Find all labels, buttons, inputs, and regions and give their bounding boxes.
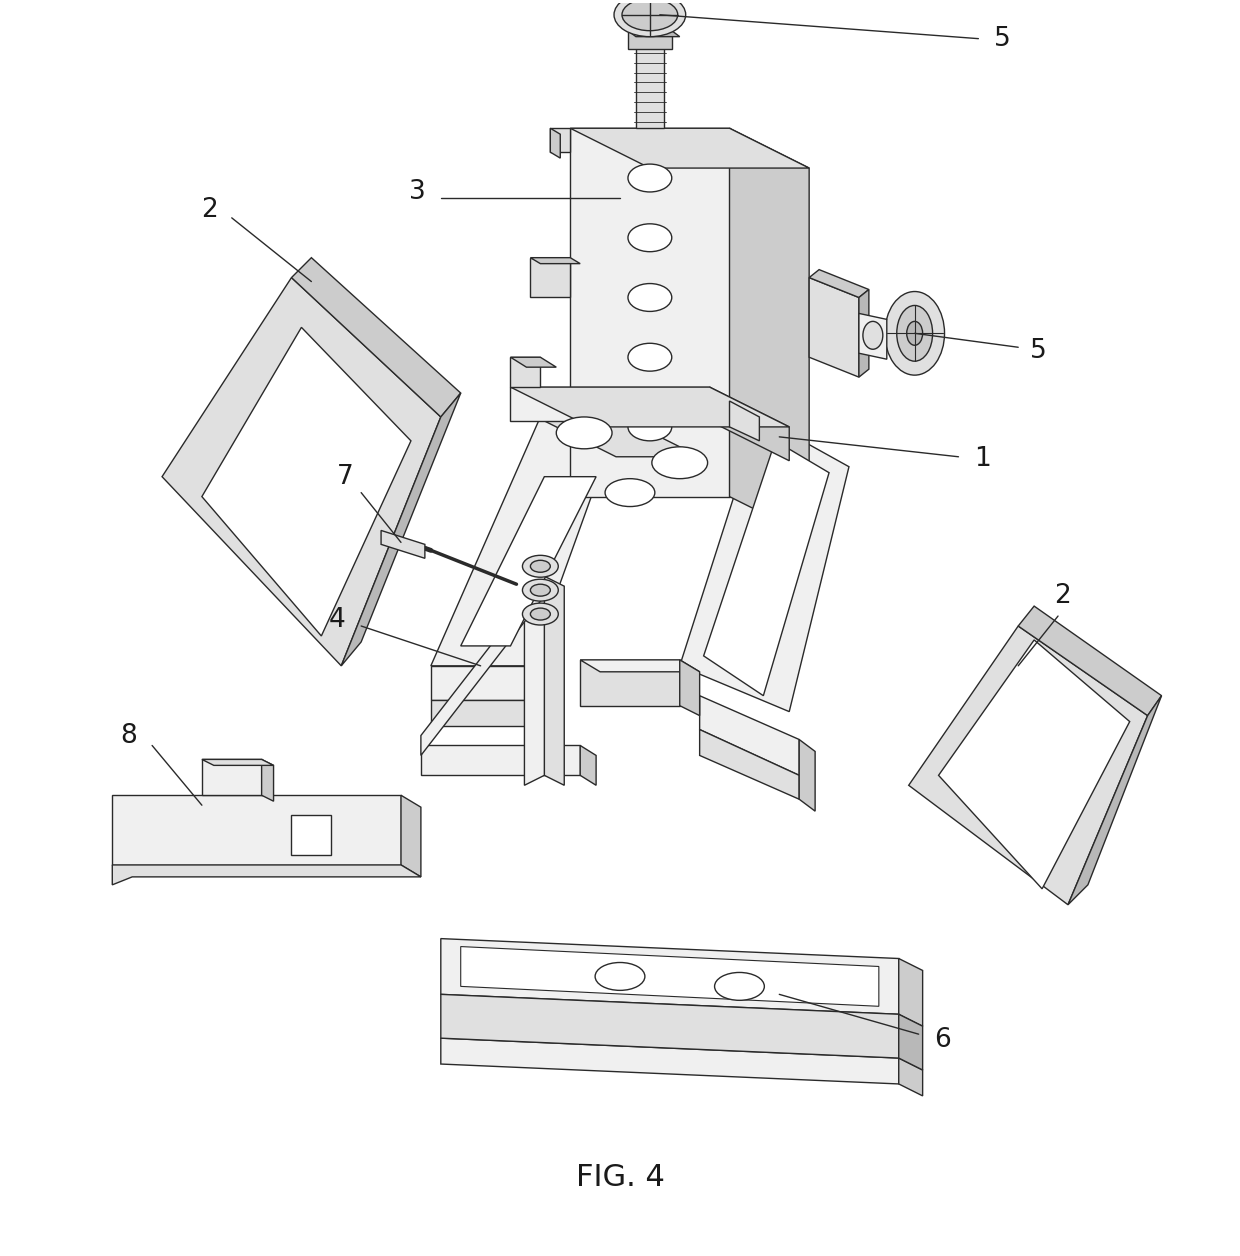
Polygon shape	[580, 746, 596, 785]
Polygon shape	[202, 760, 262, 795]
Polygon shape	[430, 700, 531, 726]
Ellipse shape	[522, 603, 558, 625]
Polygon shape	[703, 441, 830, 696]
Polygon shape	[162, 278, 440, 666]
Ellipse shape	[531, 560, 551, 573]
Ellipse shape	[522, 579, 558, 602]
Polygon shape	[899, 1015, 923, 1070]
Polygon shape	[202, 328, 410, 636]
Polygon shape	[511, 357, 557, 367]
Polygon shape	[461, 947, 879, 1006]
Ellipse shape	[906, 322, 923, 345]
Polygon shape	[729, 401, 759, 441]
Ellipse shape	[627, 284, 672, 311]
Polygon shape	[401, 795, 420, 877]
Polygon shape	[341, 393, 461, 666]
Text: 4: 4	[329, 607, 346, 633]
Ellipse shape	[531, 584, 551, 597]
Text: 8: 8	[120, 722, 136, 749]
Polygon shape	[544, 577, 564, 785]
Polygon shape	[381, 530, 425, 559]
Ellipse shape	[627, 413, 672, 441]
Text: 7: 7	[337, 463, 353, 490]
Ellipse shape	[897, 305, 932, 362]
Text: 6: 6	[934, 1027, 951, 1053]
Polygon shape	[531, 257, 580, 264]
Polygon shape	[627, 30, 680, 36]
Polygon shape	[511, 357, 541, 387]
Text: FIG. 4: FIG. 4	[575, 1163, 665, 1192]
Polygon shape	[440, 995, 899, 1058]
Ellipse shape	[622, 0, 678, 30]
Ellipse shape	[595, 962, 645, 991]
Polygon shape	[291, 815, 331, 855]
Text: 5: 5	[994, 25, 1011, 51]
Polygon shape	[202, 760, 274, 765]
Polygon shape	[627, 30, 672, 49]
Ellipse shape	[627, 224, 672, 251]
Polygon shape	[729, 128, 810, 536]
Ellipse shape	[652, 447, 708, 479]
Polygon shape	[899, 958, 923, 1026]
Polygon shape	[430, 666, 531, 700]
Text: 1: 1	[973, 446, 991, 472]
Polygon shape	[1018, 607, 1162, 716]
Polygon shape	[511, 387, 789, 427]
Polygon shape	[291, 257, 461, 417]
Text: 2: 2	[1054, 583, 1070, 609]
Polygon shape	[680, 417, 849, 712]
Polygon shape	[531, 257, 570, 298]
Ellipse shape	[605, 479, 655, 506]
Polygon shape	[440, 938, 899, 1015]
Polygon shape	[420, 577, 544, 755]
Polygon shape	[570, 128, 810, 168]
Polygon shape	[525, 577, 544, 785]
Polygon shape	[800, 740, 815, 811]
Polygon shape	[511, 387, 709, 421]
Polygon shape	[859, 314, 887, 359]
Polygon shape	[531, 666, 544, 736]
Polygon shape	[939, 641, 1130, 889]
Ellipse shape	[522, 555, 558, 578]
Polygon shape	[570, 128, 729, 496]
Ellipse shape	[885, 291, 945, 376]
Text: 2: 2	[201, 197, 218, 222]
Polygon shape	[551, 128, 570, 152]
Polygon shape	[262, 760, 274, 801]
Polygon shape	[636, 39, 663, 128]
Text: 3: 3	[408, 178, 425, 205]
Ellipse shape	[863, 322, 883, 349]
Polygon shape	[699, 696, 800, 775]
Polygon shape	[440, 1039, 899, 1084]
Polygon shape	[113, 865, 420, 884]
Polygon shape	[430, 417, 620, 666]
Polygon shape	[420, 746, 580, 775]
Polygon shape	[461, 477, 596, 646]
Ellipse shape	[714, 972, 764, 1000]
Ellipse shape	[627, 165, 672, 192]
Polygon shape	[580, 659, 699, 672]
Polygon shape	[113, 795, 401, 865]
Text: 5: 5	[1029, 338, 1047, 364]
Polygon shape	[537, 417, 699, 457]
Ellipse shape	[557, 417, 613, 448]
Polygon shape	[699, 730, 800, 799]
Polygon shape	[810, 278, 859, 377]
Polygon shape	[859, 290, 869, 377]
Ellipse shape	[614, 0, 686, 36]
Polygon shape	[909, 625, 1148, 904]
Polygon shape	[580, 659, 680, 706]
Polygon shape	[680, 659, 699, 716]
Ellipse shape	[627, 343, 672, 372]
Polygon shape	[551, 128, 560, 158]
Polygon shape	[1068, 696, 1162, 904]
Polygon shape	[709, 387, 789, 461]
Ellipse shape	[531, 608, 551, 620]
Polygon shape	[810, 270, 869, 298]
Polygon shape	[899, 1058, 923, 1096]
